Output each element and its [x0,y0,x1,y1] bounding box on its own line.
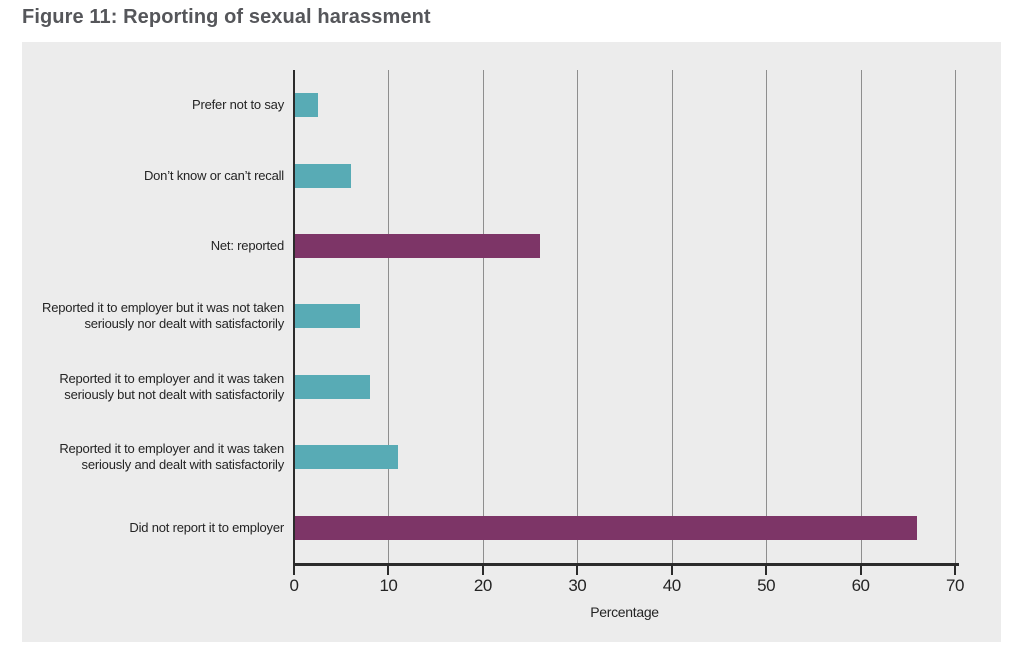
x-axis-line [293,563,959,566]
bar [294,163,351,188]
tick-label-70: 70 [946,576,964,595]
chart-row: Don’t know or can’t recall [22,140,955,210]
bar-track [294,352,955,422]
category-label-text: Did not report it to employer [129,519,284,535]
tick-mark-0 [293,566,295,575]
tick-label-40: 40 [662,576,681,595]
tick-mark-30 [576,566,579,575]
bar-track [294,422,955,492]
bar [294,374,370,399]
category-label: Reported it to employer and it was taken… [22,441,294,474]
bar [294,515,918,540]
bar [294,234,540,259]
gridline-40 [671,70,673,563]
category-label-text: Don’t know or can’t recall [143,167,284,183]
chart-row: Reported it to employer but it was not t… [22,281,955,351]
gridline-50 [766,70,768,563]
bar-track [294,70,955,140]
gridline-60 [860,70,862,563]
x-axis-tick-labels: 0 10 20 30 40 50 60 70 [290,576,965,598]
tick-mark-70 [954,566,956,575]
tick-mark-20 [481,566,484,575]
x-axis-tick-marks [293,566,956,575]
chart-row: Reported it to employer and it was taken… [22,422,955,492]
bar [294,93,318,118]
chart-row: Prefer not to say [22,70,955,140]
gridline-20 [482,70,484,563]
tick-label-50: 50 [757,576,776,595]
bar-track [294,211,955,281]
bar-track [294,140,955,210]
tick-label-60: 60 [851,576,870,595]
bar-track [294,493,955,563]
gridline-10 [388,70,390,563]
category-label: Reported it to employer but it was not t… [22,300,294,333]
chart-panel: Prefer not to say Don’t know or can’t rec… [22,42,1001,642]
gridline-30 [577,70,579,563]
tick-label-30: 30 [568,576,587,595]
tick-mark-50 [765,566,768,575]
tick-mark-40 [670,566,673,575]
y-axis-line [293,70,295,566]
bar [294,304,361,329]
chart-row: Did not report it to employer [22,493,955,563]
chart-row: Net: reported [22,211,955,281]
category-label: Did not report it to employer [22,520,294,536]
bar [294,445,398,470]
x-axis-title: Percentage [590,604,659,620]
chart-row: Reported it to employer and it was taken… [22,352,955,422]
category-label-text: Prefer not to say [192,97,284,113]
category-label-text: Reported it to employer and it was taken… [59,441,284,473]
tick-label-10: 10 [379,576,398,595]
tick-mark-60 [859,566,862,575]
category-label-text: Reported it to employer and it was taken… [59,370,284,402]
figure-title: Figure 11: Reporting of sexual harassmen… [22,6,431,28]
tick-label-20: 20 [473,576,492,595]
category-label: Net: reported [22,238,294,254]
category-label-text: Net: reported [210,237,284,253]
category-label: Reported it to employer and it was taken… [22,371,294,404]
bar-track [294,281,955,351]
tick-label-0: 0 [289,576,299,595]
gridlines [294,70,956,563]
gridline-70 [955,70,956,563]
category-label: Prefer not to say [22,97,294,113]
bar-rows: Prefer not to say Don’t know or can’t rec… [22,70,955,563]
category-label: Don’t know or can’t recall [22,168,294,184]
tick-mark-10 [387,566,390,575]
category-label-text: Reported it to employer but it was not t… [42,300,284,332]
